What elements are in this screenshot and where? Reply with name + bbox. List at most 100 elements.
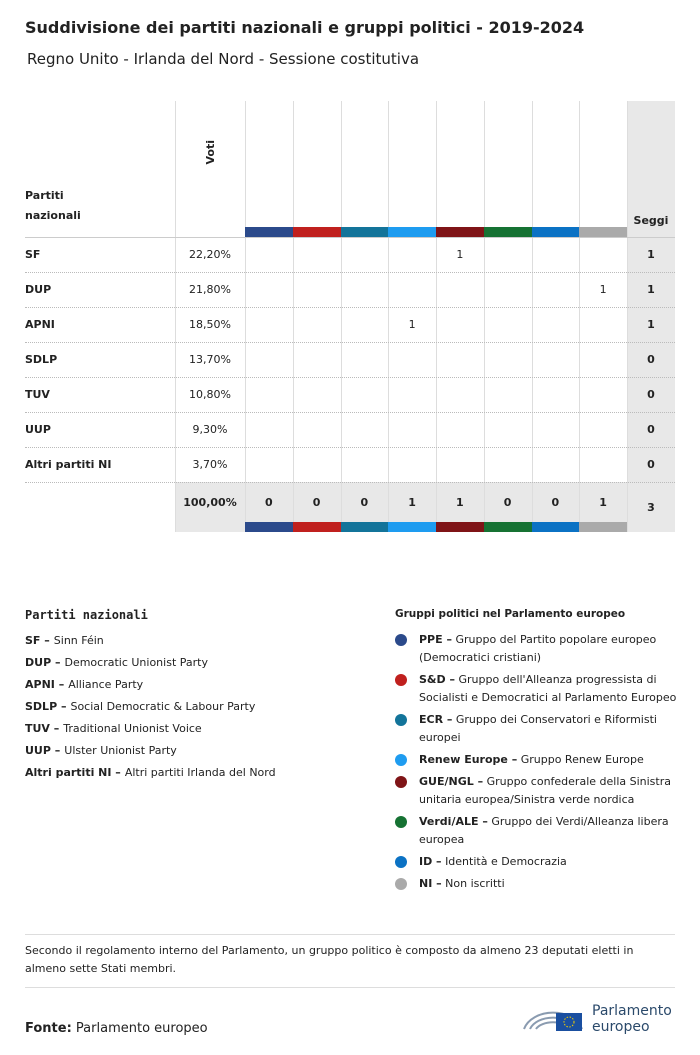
group-color-bar [436,522,484,532]
total-cell: 1 [599,495,607,509]
row-line [25,377,675,378]
legend-text: Gruppo dell'Alleanza progressista di Soc… [419,673,677,704]
legend-item: ID – Identità e Democrazia [395,853,680,871]
legend-text: Democratic Unionist Party [64,656,208,669]
total-cell: 0 [551,495,560,509]
seats-cell: 1 [647,248,655,261]
legend-text: Gruppo confederale della Sinistra unitar… [419,775,671,806]
legend-text: Non iscritti [445,877,505,890]
party-cell: DUP [25,283,52,296]
total-cell: 0 [503,495,512,509]
parties-legend: Partiti nazionali SF – Sinn Féin DUP – Demo… [25,606,365,786]
legend-dot [395,776,407,788]
group-cell: 1 [456,248,464,261]
column-line [245,101,246,532]
group-color-bar [245,522,293,532]
legend-text: Social Democratic & Labour Party [70,700,256,713]
legend-title: Partiti nazionali [25,608,148,622]
votes-cell: 13,70% [189,353,231,366]
group-color-bar [531,522,580,532]
legend-entry: S&D – Gruppo dell'Alleanza progressista … [419,671,680,707]
legend-dot [395,634,407,646]
group-color-bar [483,227,532,237]
seats-cell: 0 [647,353,655,366]
party-cell: SF [25,248,41,261]
row-line [25,447,675,448]
legend-dot [395,754,407,766]
logo-line: europeo [592,1019,650,1035]
votes-cell: 10,80% [189,388,231,401]
seats-cell: 0 [647,388,655,401]
seats-column-bg [627,101,675,532]
legend-text: Traditional Unionist Voice [63,722,202,735]
title: Suddivisione dei partiti nazionali e gru… [25,18,585,37]
total-votes: 100,00% [183,495,237,509]
party-cell: TUV [25,388,50,401]
legend-item: Verdi/ALE – Gruppo dei Verdi/Alleanza li… [395,813,680,849]
legend-entry: GUE/NGL – Gruppo confederale della Sinis… [419,773,680,809]
source-text: Parlamento europeo [75,1021,208,1036]
legend-key: SF – [25,634,50,647]
column-line [292,101,294,532]
logo-line: Parlamento [592,1003,672,1019]
row-line [25,272,675,273]
legend-text: Altri partiti Irlanda del Nord [124,766,276,779]
groups-legend: Gruppi politici nel Parlamento europeo P… [395,605,680,897]
legend-item: SDLP – Social Democratic & Labour Party [25,698,365,716]
legend-item: NI – Non iscritti [395,875,680,893]
group-color-bar [579,227,627,237]
legend-item: PPE – Gruppo del Partito popolare europe… [395,631,680,667]
party-cell: UUP [25,423,51,436]
legend-entry: NI – Non iscritti [419,875,505,893]
votes-cell: 3,70% [192,458,228,471]
legend-item: Altri partiti NI – Altri partiti Irlanda … [25,764,365,782]
legend-text: Ulster Unionist Party [64,744,177,757]
group-color-bar [292,227,341,237]
legend-key: S&D – [419,673,455,686]
group-color-bar [340,522,389,532]
legend-key: TUV – [25,722,60,735]
group-color-bar [483,522,532,532]
source: Fonte: Parlamento europeo [25,1021,208,1036]
legend-key: Verdi/ALE – [419,815,488,828]
legend-key: APNI – [25,678,65,691]
group-color-bar [292,522,341,532]
row-line [25,342,675,343]
legend-entry: Verdi/ALE – Gruppo dei Verdi/Alleanza li… [419,813,680,849]
votes-cell: 21,80% [189,283,231,296]
column-line [388,101,390,532]
legend-text: Gruppo del Partito popolare europeo (Dem… [419,633,657,664]
group-color-bar [579,522,627,532]
column-line [627,101,628,532]
legend-text: Gruppo Renew Europe [520,753,644,766]
legend-key: ID – [419,855,442,868]
legend-text: Gruppo dei Verdi/Alleanza libera europea [419,815,669,846]
legend-item: TUV – Traditional Unionist Voice [25,720,365,738]
source-label: Fonte: [25,1021,72,1036]
legend-dot [395,816,407,828]
legend-dot [395,856,407,868]
subtitle: Regno Unito - Irlanda del Nord - Session… [27,50,420,68]
total-cell: 1 [408,495,416,509]
group-cell: 1 [599,283,607,296]
legend-key: GUE/NGL – [419,775,484,788]
legend-entry: PPE – Gruppo del Partito popolare europe… [419,631,680,667]
votes-cell: 22,20% [189,248,231,261]
seats-cell: 1 [647,283,655,296]
votes-cell: 18,50% [189,318,231,331]
legend-entry: ID – Identità e Democrazia [419,853,567,871]
column-line [175,101,176,532]
column-line [436,101,437,532]
group-color-bar [245,227,293,237]
legend-text: Alliance Party [68,678,144,691]
group-color-bar [436,227,484,237]
party-cell: APNI [25,318,55,331]
legend-key: SDLP – [25,700,67,713]
legend-item: UUP – Ulster Unionist Party [25,742,365,760]
legend-key: PPE – [419,633,452,646]
total-cell: 0 [265,495,273,509]
legend-text: Sinn Féin [53,634,104,647]
group-color-bar [340,227,389,237]
column-line [483,101,485,532]
